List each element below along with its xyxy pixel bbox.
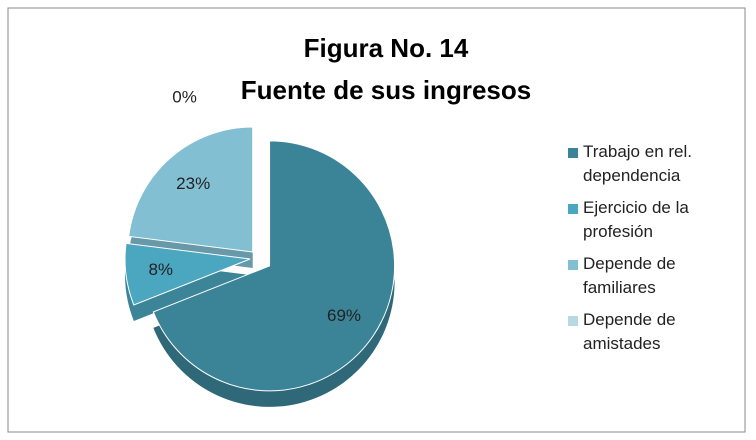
data-label: 8%	[148, 260, 173, 279]
legend-item: Depende de amistades	[568, 308, 738, 356]
chart-title: Figura No. 14	[304, 33, 469, 63]
legend-label: Depende de familiares	[583, 254, 676, 297]
data-label: 0%	[172, 88, 197, 107]
legend-item: Ejercicio de la profesión	[568, 196, 738, 244]
legend-item: Trabajo en rel. dependencia	[568, 140, 738, 188]
legend-label: Trabajo en rel. dependencia	[583, 142, 692, 185]
slice	[128, 126, 254, 253]
data-label: 69%	[327, 306, 361, 325]
legend-item: Depende de familiares	[568, 252, 738, 300]
legend-label: Depende de amistades	[583, 310, 676, 353]
legend-label: Ejercicio de la profesión	[583, 198, 689, 241]
slice	[152, 140, 396, 392]
slice	[124, 242, 251, 306]
data-label: 23%	[176, 174, 210, 193]
legend-swatch	[568, 260, 578, 270]
legend-swatch	[568, 316, 578, 326]
legend: Trabajo en rel. dependencia Ejercicio de …	[568, 140, 738, 364]
chart-subtitle: Fuente de sus ingresos	[241, 75, 531, 105]
legend-swatch	[568, 148, 578, 158]
legend-swatch	[568, 204, 578, 214]
